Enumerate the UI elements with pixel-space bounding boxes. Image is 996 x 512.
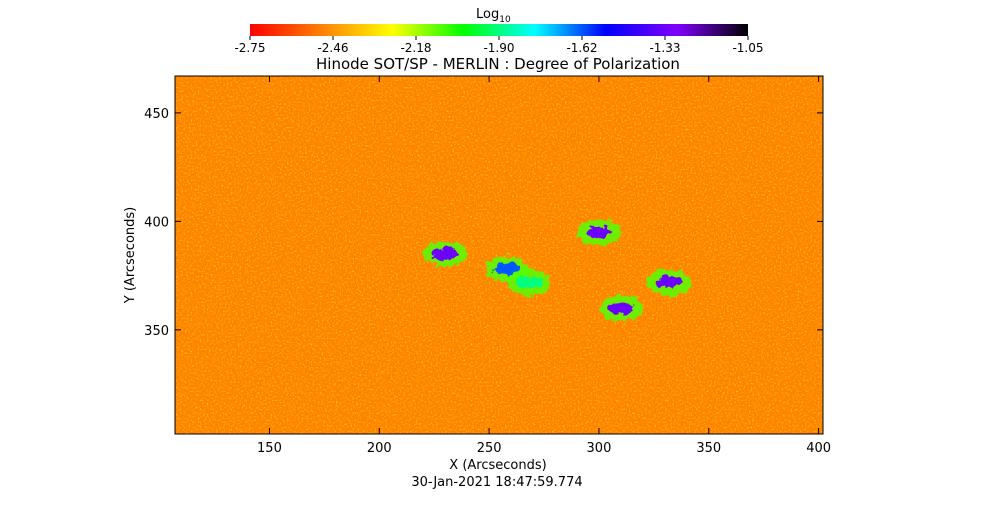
plot-frame bbox=[174, 75, 824, 435]
y-axis: 350 400 450 bbox=[144, 107, 823, 339]
y-tick-label: 400 bbox=[144, 215, 169, 230]
colorbar-tick-label: -2.75 bbox=[234, 41, 265, 55]
colorbar-label-subscript: 10 bbox=[499, 15, 511, 25]
y-tick-label: 350 bbox=[144, 324, 169, 339]
x-tick-label: 250 bbox=[477, 441, 502, 456]
timestamp: 30-Jan-2021 18:47:59.774 bbox=[411, 475, 582, 490]
colorbar-tick-label: -1.05 bbox=[732, 41, 763, 55]
feature-core bbox=[515, 276, 542, 289]
feature-core bbox=[656, 276, 683, 289]
colorbar-tick-label: -2.18 bbox=[400, 41, 431, 55]
x-tick-label: 300 bbox=[587, 441, 612, 456]
heatmap-image bbox=[175, 76, 823, 434]
chart-title: Hinode SOT/SP - MERLIN : Degree of Polar… bbox=[316, 55, 680, 73]
x-axis: 150 200 250 300 350 400 bbox=[257, 76, 831, 456]
colorbar-tick-label: -2.46 bbox=[317, 41, 348, 55]
colorbar-tick-label: -1.33 bbox=[649, 41, 680, 55]
colorbar-tick-label: -1.62 bbox=[566, 41, 597, 55]
feature-core bbox=[493, 263, 520, 276]
colorbar-label: Log10 bbox=[476, 7, 511, 25]
colorbar: Log10 -2.75 -2.46 -2.18 -1.90 -1.62 -1.33 -1.0… bbox=[234, 7, 763, 55]
colorbar-ticks: -2.75 -2.46 -2.18 -1.90 -1.62 -1.33 -1.05 bbox=[234, 36, 764, 55]
colorbar-tick-label: -1.90 bbox=[483, 41, 514, 55]
feature-core bbox=[432, 247, 459, 260]
x-tick-label: 400 bbox=[806, 441, 831, 456]
x-tick-label: 150 bbox=[257, 441, 282, 456]
y-axis-label: Y (Arcseconds) bbox=[123, 207, 138, 304]
feature-core bbox=[607, 302, 634, 315]
colorbar-gradient bbox=[250, 24, 748, 36]
y-tick-label: 450 bbox=[144, 107, 169, 122]
x-tick-label: 350 bbox=[696, 441, 721, 456]
x-axis-label: X (Arcseconds) bbox=[449, 458, 546, 473]
x-tick-label: 200 bbox=[367, 441, 392, 456]
feature-core bbox=[585, 226, 612, 239]
